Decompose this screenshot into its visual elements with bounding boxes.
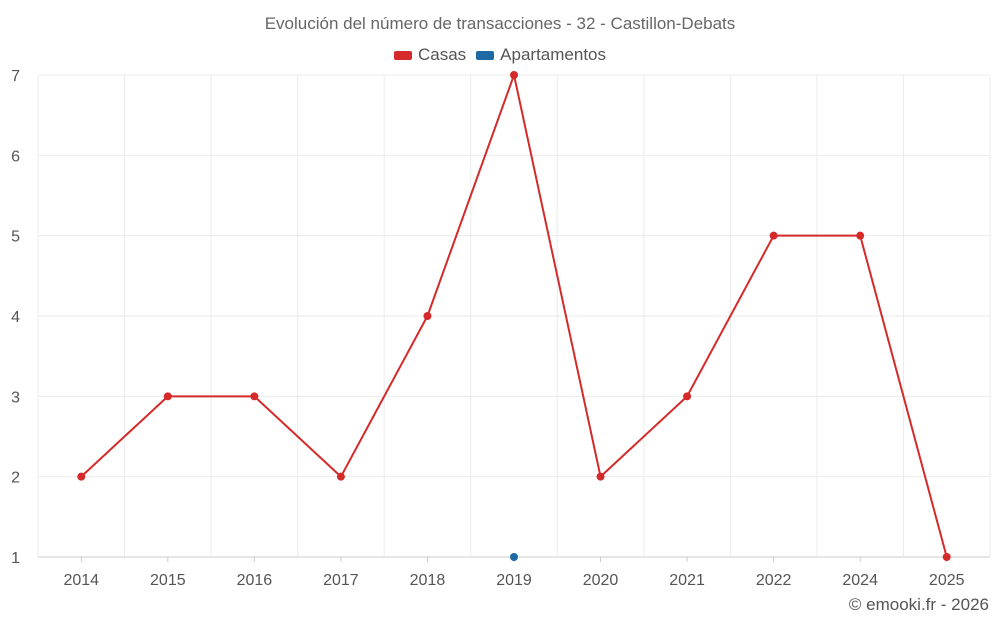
copyright-footer: © emooki.fr - 2026 xyxy=(848,595,989,614)
y-tick-label: 1 xyxy=(11,550,20,567)
x-tick-label: 2020 xyxy=(583,572,619,589)
data-point-casas xyxy=(769,231,778,240)
legend-label-apartamentos: Apartamentos xyxy=(500,45,607,64)
x-tick-label: 2025 xyxy=(929,572,965,589)
data-point-casas xyxy=(163,392,172,401)
data-point-casas xyxy=(510,71,518,79)
data-point-casas xyxy=(77,472,86,481)
chart-title: Evolución del número de transacciones - … xyxy=(264,14,736,33)
x-tick-label: 2016 xyxy=(237,572,273,589)
y-tick-label: 6 xyxy=(11,148,20,165)
legend-item-apartamentos[interactable]: Apartamentos xyxy=(476,45,606,65)
data-point-casas xyxy=(683,392,692,401)
legend-item-casas[interactable]: Casas xyxy=(393,45,467,65)
y-tick-label: 7 xyxy=(11,68,20,85)
legend-swatch-casas xyxy=(393,50,412,60)
data-point-casas xyxy=(423,312,432,320)
x-tick-label: 2021 xyxy=(669,572,705,589)
x-tick-label: 2019 xyxy=(496,572,532,589)
x-tick-label: 2024 xyxy=(842,572,878,589)
data-point-casas xyxy=(250,392,259,401)
x-tick-label: 2022 xyxy=(756,572,792,589)
legend-label-casas: Casas xyxy=(417,45,467,64)
data-point-casas xyxy=(856,231,865,240)
y-tick-label: 5 xyxy=(11,229,20,246)
y-tick-label: 4 xyxy=(11,309,20,326)
data-point-casas xyxy=(596,472,605,481)
x-tick-label: 2015 xyxy=(150,572,186,589)
data-point-casas xyxy=(336,472,345,481)
y-tick-label: 3 xyxy=(11,389,20,406)
legend-swatch-apartamentos xyxy=(476,50,495,60)
x-tick-label: 2018 xyxy=(410,572,446,589)
data-point-casas xyxy=(942,553,951,561)
data-point-apartamentos xyxy=(510,553,518,561)
x-tick-label: 2014 xyxy=(63,572,99,589)
y-tick-label: 2 xyxy=(11,470,20,487)
x-tick-label: 2017 xyxy=(323,572,359,589)
legend: Casas Apartamentos xyxy=(0,45,1000,65)
